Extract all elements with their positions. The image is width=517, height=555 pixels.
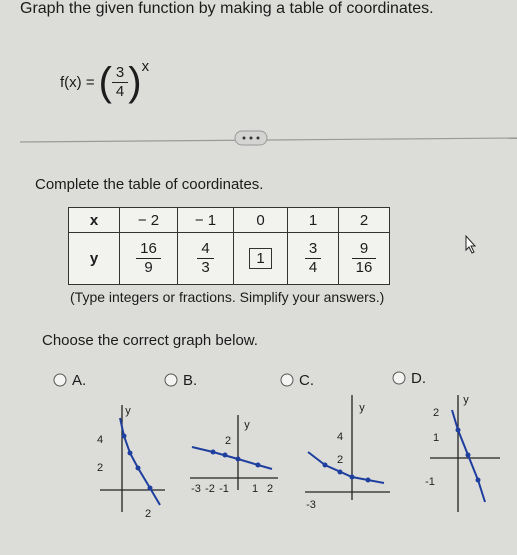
paren: )	[128, 60, 142, 104]
dot	[249, 136, 253, 140]
axis-label: -3	[191, 483, 201, 495]
axis-label: 1	[433, 432, 439, 444]
numerator: 4	[197, 240, 214, 259]
graph-d	[430, 395, 500, 512]
instruction: Graph the given function by making a tab…	[20, 0, 434, 17]
denominator: 4	[308, 259, 318, 276]
graph-prompt: Choose the correct graph below.	[42, 332, 258, 349]
answer-box: 1	[249, 248, 272, 269]
axis-label: 2	[145, 508, 151, 520]
denominator: 16	[355, 259, 373, 276]
numerator: 3	[304, 240, 322, 259]
header-cell: 0	[233, 207, 288, 233]
axis-label: 2	[267, 483, 273, 495]
header-cell: x	[68, 207, 120, 233]
denominator: 9	[144, 259, 153, 276]
graph-c-points	[322, 462, 371, 483]
axis-label: y	[359, 402, 365, 414]
function-lhs: f(x) =	[60, 74, 95, 91]
radio[interactable]	[53, 373, 67, 387]
header-cell: − 2	[119, 207, 178, 233]
axis-label: 4	[97, 434, 103, 446]
value-cell: 1	[233, 232, 288, 285]
row-label: y	[68, 232, 120, 285]
axis-label: y	[125, 405, 131, 417]
table-prompt: Complete the table of coordinates.	[35, 176, 264, 193]
divider	[19, 137, 517, 143]
header-cell: 1	[287, 207, 339, 233]
graph-d-points	[455, 427, 481, 483]
axis-label: 1	[252, 483, 258, 495]
graph-a	[100, 405, 165, 512]
value-cell: 16 9	[119, 232, 178, 285]
graph-c	[305, 395, 390, 500]
fraction: 16 9	[136, 240, 161, 277]
dot	[256, 136, 260, 140]
denominator: 4	[115, 83, 125, 100]
value-cell: 9 16	[338, 232, 390, 285]
radio[interactable]	[280, 373, 294, 387]
axis-label: 4	[337, 431, 343, 443]
dot	[242, 136, 246, 140]
header-cell: − 1	[177, 207, 234, 233]
fraction: 9 16	[351, 240, 377, 277]
cursor	[465, 234, 477, 254]
paren: (	[98, 60, 112, 104]
option-letter: D.	[411, 370, 426, 387]
numerator: 3	[111, 64, 129, 83]
option-letter: A.	[72, 372, 87, 389]
graph-a-points	[121, 433, 153, 491]
option-letter: C.	[299, 372, 314, 389]
graph-b-points	[210, 449, 261, 468]
axis-label: -1	[219, 483, 229, 495]
axis-label: -2	[205, 483, 215, 495]
value-row: y 16 9 4 3 1 3 4 9 16	[68, 232, 390, 285]
axis-label: 2	[433, 407, 439, 419]
hint: (Type integers or fractions. Simplify yo…	[70, 289, 385, 305]
axis-label: y	[244, 419, 250, 431]
axis-label: -1	[425, 476, 435, 488]
axis-label: 2	[97, 462, 103, 474]
numerator: 9	[351, 240, 377, 259]
denominator: 3	[201, 259, 210, 276]
header-cell: 2	[338, 207, 390, 233]
numerator: 16	[136, 240, 161, 259]
option-letter: B.	[183, 372, 198, 389]
axis-label: 2	[225, 435, 231, 447]
radio[interactable]	[164, 373, 178, 387]
radio[interactable]	[392, 371, 406, 385]
axis-label: 2	[337, 454, 343, 466]
axis-label: y	[463, 394, 469, 406]
exponent: x	[141, 58, 150, 75]
graph-b	[190, 415, 278, 490]
axis-label: -3	[306, 499, 316, 511]
